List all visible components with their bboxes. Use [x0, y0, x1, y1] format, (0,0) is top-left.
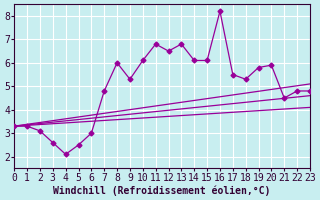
X-axis label: Windchill (Refroidissement éolien,°C): Windchill (Refroidissement éolien,°C) — [53, 185, 271, 196]
